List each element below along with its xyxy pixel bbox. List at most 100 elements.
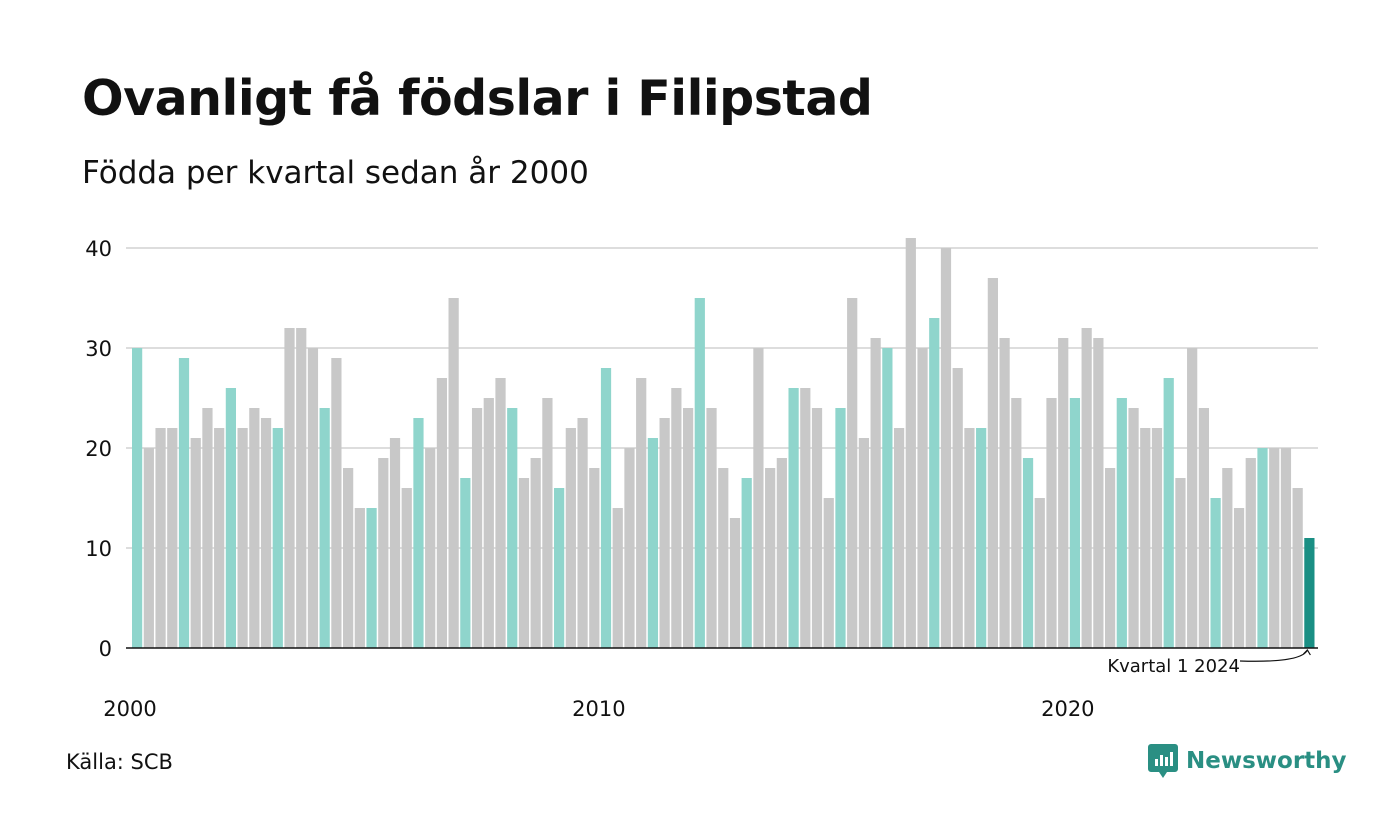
bar (1046, 398, 1057, 648)
chart-title: Ovanligt få födslar i Filipstad (82, 70, 873, 127)
bar (1304, 538, 1315, 648)
bar (589, 468, 600, 648)
bar (425, 448, 436, 648)
bar (1140, 428, 1151, 648)
brand-name: Newsworthy (1186, 748, 1347, 774)
bar (1104, 468, 1116, 648)
bar (307, 348, 319, 648)
bar (1269, 448, 1280, 648)
bar (296, 328, 307, 648)
bar (753, 348, 764, 648)
newsworthy-logo-icon (1148, 744, 1178, 778)
bar (718, 468, 729, 648)
bar (260, 418, 272, 648)
latest-annotation: Kvartal 1 2024 (1107, 656, 1240, 677)
bar (1187, 348, 1198, 648)
bar (354, 508, 365, 648)
bar (1198, 408, 1209, 648)
bar (155, 428, 166, 648)
bar (882, 348, 893, 648)
bar (823, 498, 834, 648)
bar (917, 348, 928, 648)
bar (284, 328, 295, 648)
axes: 0 10 20 30 40 2000 2010 2020 Kvartal 1 2024 (85, 237, 1318, 721)
bar (378, 458, 389, 648)
bar (1257, 448, 1268, 648)
bar (565, 428, 576, 648)
bar (507, 408, 518, 648)
brand-logo: Newsworthy (1148, 744, 1347, 778)
bar (1093, 338, 1104, 648)
bar (612, 508, 623, 648)
bar (1011, 398, 1022, 648)
y-tick-label: 0 (99, 637, 112, 661)
x-tick-label: 2010 (572, 697, 625, 721)
bar (835, 408, 846, 648)
bar (1210, 498, 1221, 648)
bar (870, 338, 881, 648)
bar (776, 458, 787, 648)
bar (483, 398, 494, 648)
bar (1163, 378, 1174, 648)
source-note: Källa: SCB (66, 750, 173, 774)
y-tick-label: 10 (85, 537, 112, 561)
bar (671, 388, 682, 648)
bar (518, 478, 530, 648)
bar (1128, 408, 1139, 648)
bar (976, 428, 987, 648)
bar (800, 388, 811, 648)
y-tick-label: 30 (85, 337, 112, 361)
bar (237, 428, 248, 648)
bar (554, 488, 565, 648)
bars (132, 238, 1315, 648)
bar (542, 398, 553, 648)
bar-chart: 0 10 20 30 40 2000 2010 2020 Kvartal 1 2024 (85, 237, 1318, 721)
bar (460, 478, 471, 648)
bar (1245, 458, 1256, 648)
bar (448, 298, 459, 648)
annotation-arrowhead (1302, 649, 1311, 656)
bar (893, 428, 905, 648)
bar (729, 518, 741, 648)
bar (999, 338, 1010, 648)
bar (1058, 338, 1069, 648)
bar (811, 408, 823, 648)
bar (214, 428, 225, 648)
chart-subtitle: Födda per kvartal sedan år 2000 (82, 155, 589, 191)
bar (319, 408, 330, 648)
bar (1175, 478, 1186, 648)
bar (636, 378, 647, 648)
bar (272, 428, 283, 648)
bar (202, 408, 213, 648)
bar (143, 448, 154, 648)
bar (471, 408, 483, 648)
bar (1022, 458, 1034, 648)
bar (905, 238, 916, 648)
bar (647, 438, 659, 648)
bar (987, 278, 998, 648)
bar (741, 478, 752, 648)
bar (401, 488, 412, 648)
bar (659, 418, 670, 648)
bar (940, 248, 952, 648)
bar (331, 358, 342, 648)
bar (178, 358, 190, 648)
bar (389, 438, 401, 648)
y-tick-label: 40 (85, 237, 112, 261)
bar (682, 408, 694, 648)
annotation-arrow (1239, 649, 1308, 662)
x-tick-label: 2020 (1041, 697, 1094, 721)
bar (413, 418, 424, 648)
bar (1034, 498, 1045, 648)
x-tick-label: 2000 (103, 697, 156, 721)
bar (366, 508, 377, 648)
bar (167, 428, 178, 648)
bar (1116, 398, 1127, 648)
bar (1069, 398, 1081, 648)
bar (765, 468, 776, 648)
bar (600, 368, 612, 648)
bar (132, 348, 143, 648)
bar (1280, 448, 1292, 648)
bar (788, 388, 799, 648)
bar (964, 428, 975, 648)
